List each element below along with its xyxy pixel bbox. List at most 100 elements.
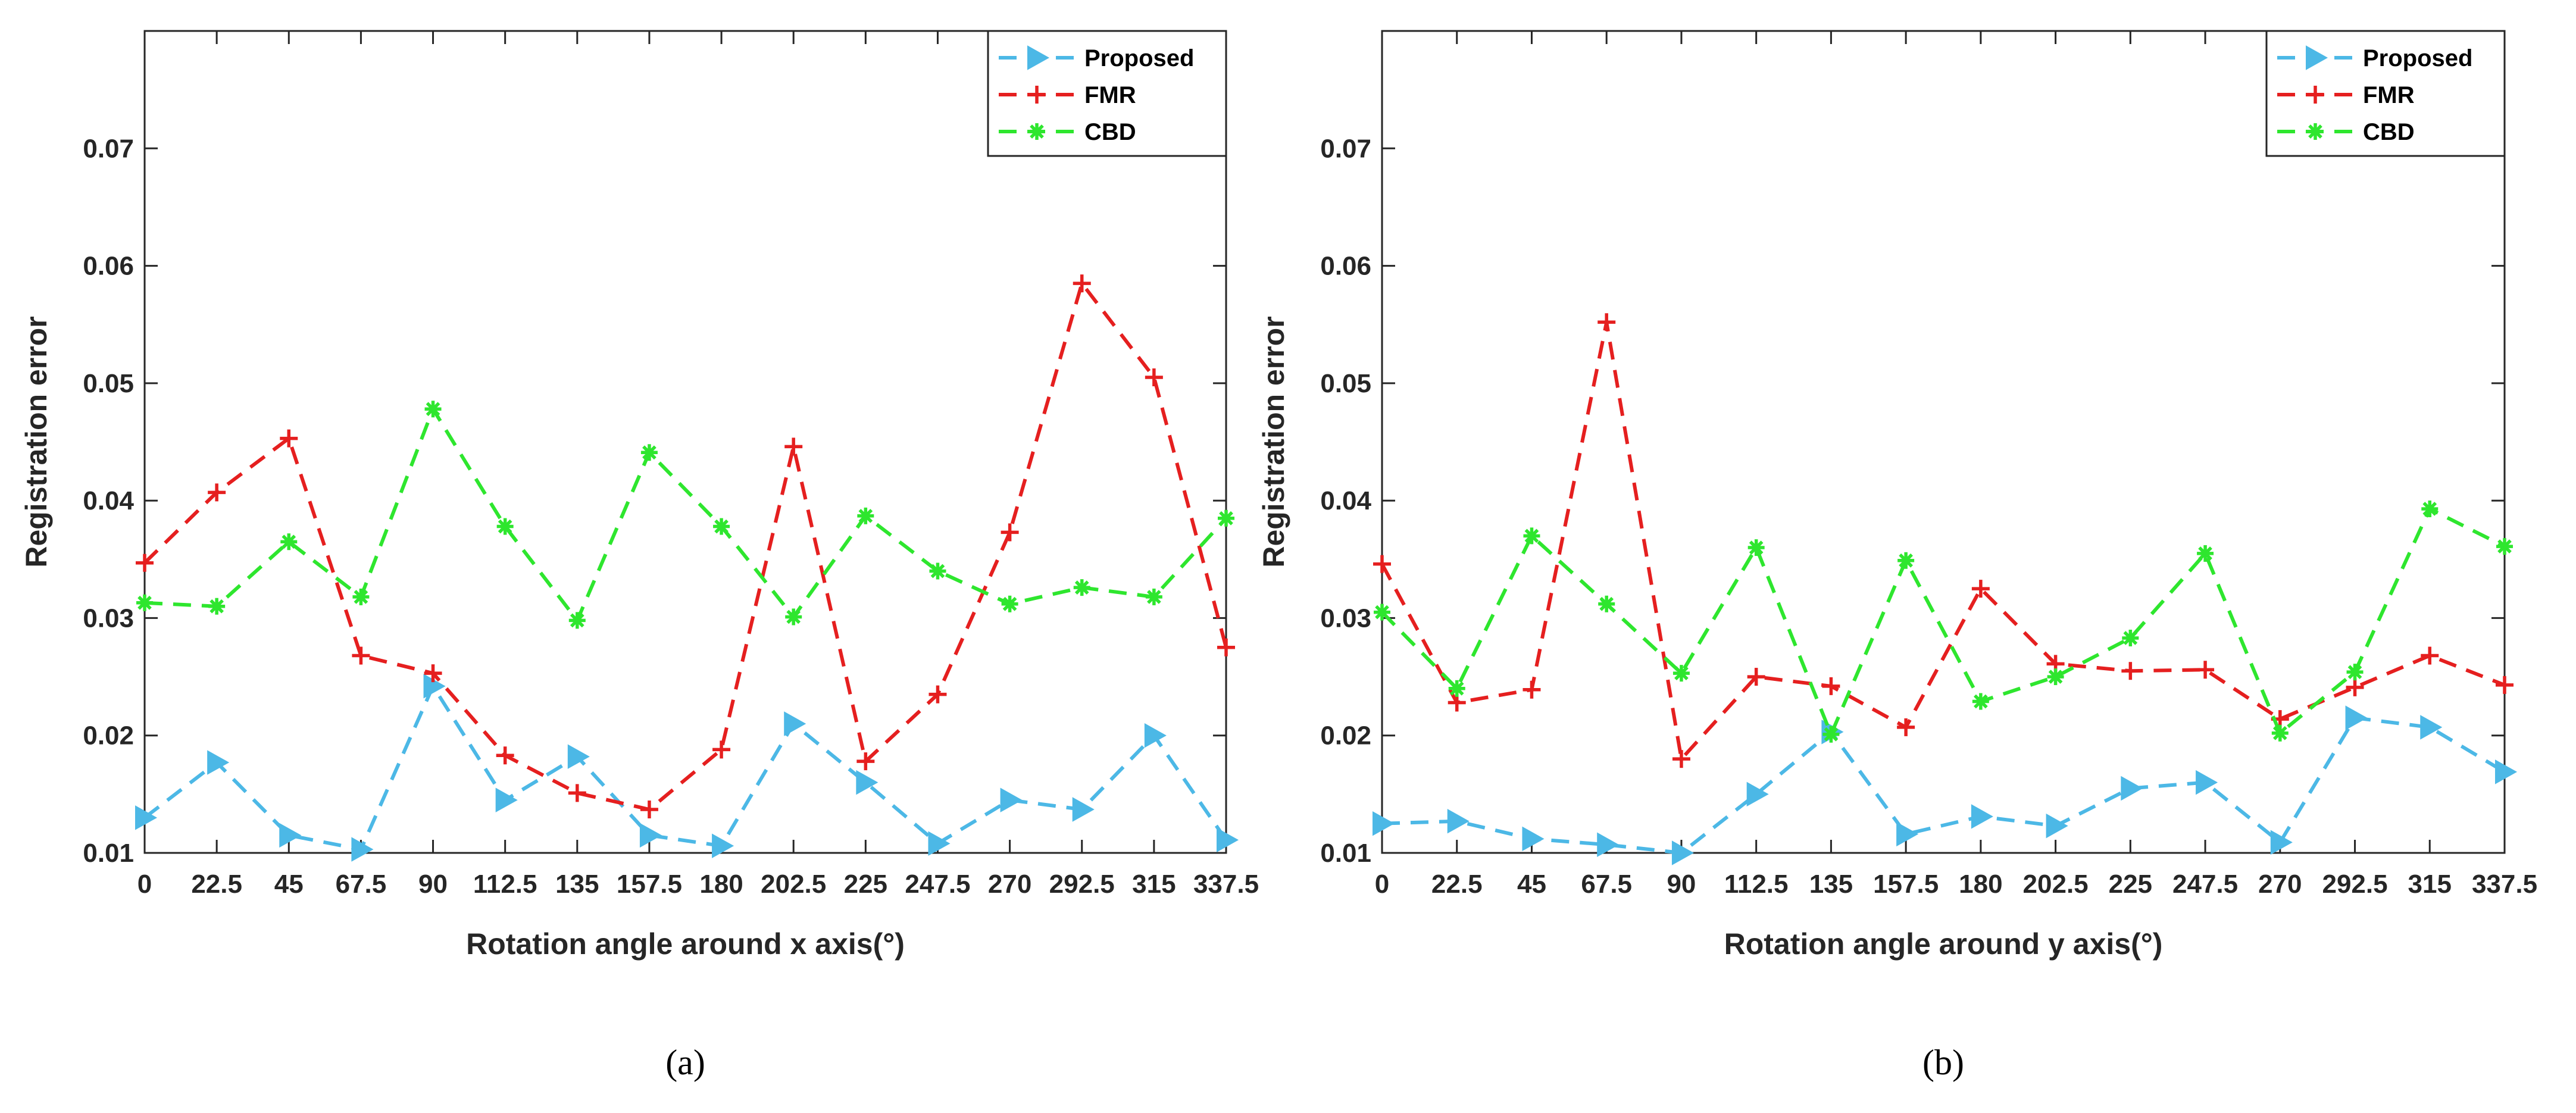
- data-point-cbd: [1374, 604, 1390, 621]
- data-point-cbd: [929, 562, 946, 580]
- x-tick-label: 157.5: [1873, 870, 1939, 899]
- data-point-cbd: [2122, 629, 2139, 646]
- data-point-cbd: [1523, 527, 1540, 545]
- legend-label-fmr: FMR: [1084, 82, 1136, 108]
- data-point-cbd: [713, 518, 730, 535]
- data-point-proposed: [2196, 770, 2218, 795]
- data-point-proposed: [1144, 723, 1167, 748]
- data-point-proposed: [1971, 804, 1993, 829]
- series-line-proposed: [1381, 715, 2506, 855]
- series-line-fmr: [1380, 321, 2506, 763]
- legend-marker-proposed: [2306, 45, 2328, 70]
- data-point-cbd: [1145, 588, 1162, 605]
- x-tick-label: 180: [1959, 870, 2002, 899]
- data-point-proposed: [639, 823, 662, 848]
- data-point-fmr: [2496, 676, 2514, 694]
- data-point-cbd: [1747, 539, 1765, 556]
- data-point-fmr: [2421, 646, 2439, 665]
- y-tick-label: 0.01: [1320, 839, 1371, 868]
- data-point-proposed: [1072, 797, 1095, 822]
- y-tick-label: 0.07: [1320, 134, 1371, 163]
- data-point-proposed: [279, 823, 302, 848]
- legend-label-cbd: CBD: [2363, 119, 2415, 145]
- data-point-cbd: [1897, 552, 1915, 569]
- data-point-fmr: [424, 664, 442, 683]
- x-tick-label: 337.5: [1193, 870, 1259, 899]
- data-point-proposed: [2046, 813, 2068, 839]
- x-tick-label: 0: [1375, 870, 1389, 899]
- y-tick-label: 0.05: [1320, 369, 1371, 398]
- x-tick-label: 112.5: [1724, 870, 1789, 899]
- data-point-cbd: [1448, 680, 1465, 697]
- chart-panel--a-: 0.01 0.02 0.03 0.04 0.05 0.06 0.07 0 22.5 45 67.5 9…: [20, 30, 1259, 1082]
- data-point-fmr: [1217, 638, 1235, 656]
- x-tick-label: 0: [137, 870, 152, 899]
- data-point-cbd: [280, 533, 298, 551]
- x-tick-label: 157.5: [617, 870, 682, 899]
- legend-label-proposed: Proposed: [1084, 45, 1194, 71]
- y-tick-label: 0.07: [83, 134, 134, 163]
- data-point-cbd: [640, 444, 658, 461]
- data-point-fmr: [1672, 750, 1690, 768]
- data-point-cbd: [857, 507, 874, 524]
- data-point-fmr: [208, 483, 226, 502]
- y-tick-label: 0.06: [1320, 252, 1371, 281]
- series-line-proposed: [143, 682, 1228, 852]
- legend-marker-cbd: [2307, 123, 2324, 140]
- data-point-fmr: [1523, 680, 1541, 699]
- data-point-fmr: [352, 646, 370, 665]
- data-point-cbd: [2496, 538, 2513, 555]
- legend-marker-proposed: [1027, 45, 1050, 70]
- y-axis-label: Registration error: [20, 316, 53, 567]
- data-point-fmr: [1073, 274, 1091, 293]
- x-tick-label: 315: [2408, 870, 2452, 899]
- y-tick-label: 0.02: [1320, 721, 1371, 751]
- legend-label-fmr: FMR: [2363, 82, 2415, 108]
- data-point-proposed: [784, 711, 806, 736]
- y-tick-label: 0.03: [1320, 604, 1371, 633]
- data-point-cbd: [496, 518, 514, 535]
- data-point-proposed: [2270, 830, 2293, 855]
- data-point-proposed: [2495, 759, 2518, 784]
- x-tick-label: 135: [1809, 870, 1853, 899]
- legend-label-cbd: CBD: [1084, 119, 1136, 145]
- data-point-fmr: [2196, 661, 2215, 679]
- x-tick-label: 292.5: [2322, 870, 2387, 899]
- legend: Proposed FMR CBD: [987, 30, 1227, 157]
- data-point-fmr: [784, 437, 803, 456]
- panel-caption: (a): [665, 1043, 705, 1082]
- data-point-proposed: [1896, 821, 1919, 847]
- data-point-proposed: [567, 744, 590, 769]
- legend: Proposed FMR CBD: [2265, 30, 2506, 157]
- data-point-fmr: [136, 554, 154, 572]
- data-point-fmr: [2121, 662, 2140, 680]
- series-line-cbd: [1380, 506, 2506, 739]
- data-point-cbd: [424, 401, 442, 418]
- x-tick-label: 337.5: [2472, 870, 2537, 899]
- data-point-fmr: [280, 429, 298, 448]
- chart-panel--b-: 0.01 0.02 0.03 0.04 0.05 0.06 0.07 0 22.5 45 67.5 9…: [1257, 30, 2537, 1082]
- data-point-cbd: [1001, 595, 1018, 612]
- data-point-proposed: [856, 770, 879, 795]
- data-point-proposed: [1000, 787, 1023, 812]
- panel-caption: (b): [1922, 1043, 1964, 1082]
- x-tick-label: 292.5: [1049, 870, 1115, 899]
- data-point-cbd: [568, 612, 586, 629]
- data-point-cbd: [208, 598, 226, 615]
- x-tick-label: 45: [1517, 870, 1546, 899]
- x-tick-label: 90: [1667, 870, 1696, 899]
- data-point-proposed: [712, 833, 734, 858]
- legend-marker-cbd: [1028, 123, 1045, 140]
- x-tick-label: 270: [2258, 870, 2302, 899]
- data-point-proposed: [1597, 832, 1620, 857]
- data-point-fmr: [1001, 523, 1019, 542]
- data-point-proposed: [1671, 840, 1694, 865]
- data-point-cbd: [1672, 665, 1690, 682]
- data-point-cbd: [2047, 668, 2064, 686]
- data-point-proposed: [2345, 705, 2368, 730]
- data-point-proposed: [1373, 811, 1395, 836]
- data-point-proposed: [1217, 827, 1239, 853]
- data-point-fmr: [1373, 555, 1391, 573]
- data-point-proposed: [2121, 776, 2143, 801]
